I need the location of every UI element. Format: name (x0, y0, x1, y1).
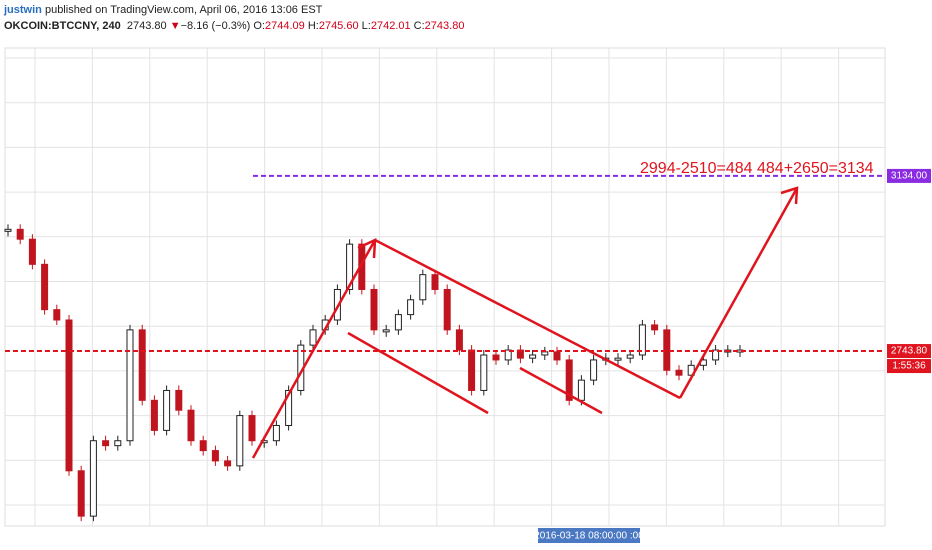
published: published on TradingView.com, April 06, … (44, 4, 323, 16)
symbol-line: OKCOIN:BTCCNY, 240 2743.80 ▼−8.16 (−0.3%… (4, 18, 464, 34)
candle (248, 415, 256, 442)
arrow: ▼ (169, 20, 181, 32)
candle (614, 357, 622, 361)
last: 2743.80 (126, 20, 167, 32)
target-box (887, 168, 931, 183)
channel-bottom-2 (519, 366, 603, 415)
candle (455, 329, 463, 351)
candle (187, 409, 195, 442)
candle (382, 329, 390, 333)
candle (224, 460, 232, 467)
candle (407, 299, 415, 316)
candle (626, 354, 634, 359)
countdown-box (887, 359, 931, 374)
candle (16, 228, 24, 240)
candle (541, 351, 549, 356)
candle (211, 450, 219, 462)
trend-arrow (251, 239, 377, 459)
candle (394, 314, 402, 331)
open-label: O: (253, 20, 265, 32)
candle (114, 440, 122, 447)
close: 2743.80 (424, 20, 465, 32)
low-label: L: (361, 20, 371, 32)
candle (346, 243, 354, 290)
candle (285, 389, 293, 426)
low: 2742.01 (370, 20, 411, 32)
candle (712, 349, 720, 361)
candle (163, 389, 171, 431)
close-label: C: (413, 20, 425, 32)
candle (41, 263, 49, 311)
candle (419, 274, 427, 301)
last_price-box (887, 344, 931, 359)
channel-top (374, 238, 681, 400)
arrow-head (780, 186, 799, 205)
candle (443, 288, 451, 331)
x-cursor-label: 2016-03-18 08:00:00 :00 (534, 531, 644, 542)
high-label: H: (307, 20, 319, 32)
candle (272, 424, 280, 442)
candle (28, 238, 36, 265)
plot-frame (4, 47, 886, 527)
change: −8.16 (−0.3%) (180, 20, 251, 32)
candle (102, 440, 110, 447)
high: 2745.60 (318, 20, 359, 32)
symbol: OKCOIN:BTCCNY, 240 (4, 20, 121, 32)
target-arrow (678, 187, 799, 399)
candle (468, 349, 476, 391)
candle (53, 309, 61, 321)
candle (675, 369, 683, 376)
open: 2744.09 (265, 20, 305, 32)
publish-line: justwin published on TradingView.com, Ap… (4, 2, 464, 18)
candle (480, 354, 488, 391)
candle (565, 359, 573, 401)
candle (138, 329, 146, 401)
candle (504, 349, 512, 361)
candle (126, 329, 134, 442)
candle (577, 379, 585, 401)
candle (89, 440, 97, 517)
channel-bottom (347, 331, 489, 415)
candle (431, 274, 439, 290)
candle (309, 329, 317, 346)
last_price-label: 2743.80 (891, 346, 928, 357)
candle (65, 319, 73, 472)
x-cursor-box (538, 528, 640, 543)
candle (175, 389, 183, 411)
candle (492, 354, 500, 361)
candle (199, 440, 207, 452)
candle (553, 351, 561, 361)
candle (236, 415, 244, 467)
annotation: 2994-2510=484 484+2650=3134 (640, 160, 874, 177)
candle (77, 470, 85, 517)
candle (4, 228, 12, 232)
target-label: 3134.00 (891, 171, 928, 182)
header: justwin published on TradingView.com, Ap… (4, 2, 464, 34)
candle (529, 354, 537, 359)
candle (590, 359, 598, 381)
countdown: 1:55:36 (892, 361, 926, 372)
grid (5, 48, 885, 526)
candle (651, 324, 659, 331)
drawings (251, 186, 799, 459)
user[interactable]: justwin (4, 4, 42, 16)
candle (150, 399, 158, 431)
candle (638, 324, 646, 356)
candles (4, 224, 744, 522)
candle (370, 288, 378, 331)
